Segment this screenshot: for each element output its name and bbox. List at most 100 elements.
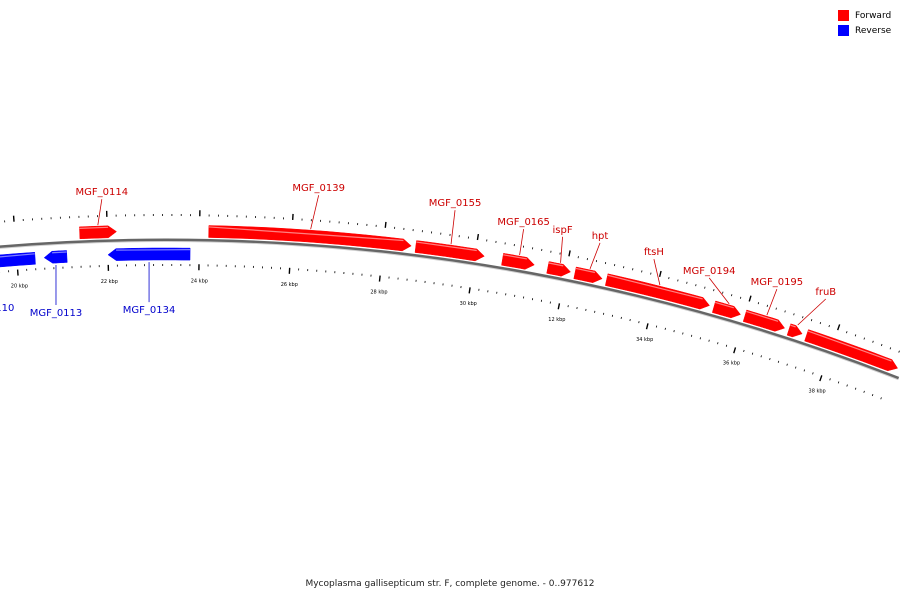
major-tick-bottom (733, 347, 737, 354)
major-tick-bottom (378, 275, 381, 282)
minor-tick-top (880, 343, 883, 347)
minor-tick-bottom (673, 330, 675, 333)
minor-tick-top (695, 284, 697, 287)
minor-tick-top (757, 302, 760, 305)
minor-tick-top (846, 331, 848, 334)
reverse-swatch (838, 25, 849, 36)
major-tick-bottom (557, 303, 561, 310)
forward-gene-arrow[interactable] (605, 273, 710, 310)
minor-tick-top (766, 304, 769, 307)
minor-tick-bottom (717, 342, 719, 345)
legend-item-reverse: Reverse (838, 23, 891, 38)
minor-tick-top (810, 319, 813, 322)
gene-label[interactable]: ftsH (644, 247, 664, 258)
gene-label[interactable]: MGF_0113 (30, 308, 83, 319)
minor-tick-bottom (854, 387, 857, 390)
forward-gene-arrow[interactable] (742, 309, 786, 332)
tick-label: 34 kbp (636, 337, 653, 343)
gene-leader-line (653, 259, 661, 286)
minor-tick-top (889, 347, 892, 350)
gene-leader-line (589, 242, 601, 270)
gene-label[interactable]: MGF_0195 (751, 277, 804, 288)
minor-tick-bottom (837, 381, 840, 384)
reverse-gene-arrow[interactable] (107, 247, 191, 261)
legend-item-forward: Forward (838, 8, 891, 23)
minor-tick-top (731, 294, 733, 297)
forward-gene-arrow[interactable] (573, 266, 603, 283)
minor-tick-bottom (664, 327, 666, 330)
minor-tick-top (775, 307, 777, 310)
genes-layer (0, 225, 898, 372)
minor-tick-bottom (863, 390, 865, 393)
gene-leader-line (766, 289, 778, 316)
gene-bevel (503, 254, 528, 260)
gene-label[interactable]: MGF_0165 (497, 217, 550, 228)
gene-bevel (416, 241, 477, 252)
legend-label-reverse: Reverse (855, 25, 892, 36)
minor-tick-top (872, 340, 874, 343)
reverse-gene-arrow[interactable] (43, 250, 68, 264)
minor-tick-top (713, 289, 715, 292)
gene-leader-line (797, 298, 827, 326)
minor-tick-bottom (812, 372, 814, 375)
gene-bevel (807, 330, 892, 362)
gene-label[interactable]: hpt (592, 231, 609, 242)
tick-label: 38 kbp (809, 389, 826, 395)
legend-label-forward: Forward (855, 10, 892, 21)
forward-gene-arrow[interactable] (501, 253, 535, 270)
minor-tick-top (686, 281, 688, 284)
minor-tick-top (854, 334, 857, 337)
tick-label: 20 kbp (11, 284, 28, 290)
gene-leader-line (450, 210, 456, 245)
gene-label[interactable]: MGF_0155 (429, 198, 482, 209)
minor-tick-top (793, 313, 795, 316)
major-tick-bottom (645, 323, 649, 330)
gene-bevel (575, 267, 596, 274)
genome-backbone (0, 238, 900, 380)
gene-bevel (607, 274, 703, 300)
minor-tick-top (704, 286, 706, 289)
minor-tick-bottom (880, 397, 882, 400)
gene-label[interactable]: MGF_0194 (683, 266, 736, 277)
major-tick-bottom (819, 375, 823, 382)
forward-gene-arrow[interactable] (804, 329, 898, 372)
gene-label[interactable]: MGF_0114 (76, 187, 129, 198)
minor-tick-bottom (708, 339, 710, 342)
forward-gene-arrow[interactable] (786, 323, 803, 338)
genome-caption: Mycoplasma gallisepticum str. F, complet… (305, 579, 595, 589)
gene-label[interactable]: fruB (815, 287, 836, 298)
minor-tick-bottom (682, 332, 684, 335)
minor-tick-top (722, 291, 724, 294)
forward-gene-arrow[interactable] (546, 261, 571, 277)
gene-label[interactable]: MGF_0134 (123, 305, 176, 316)
tick-label: 28 kbp (370, 289, 387, 295)
gene-bevel (548, 262, 564, 267)
forward-gene-arrow[interactable] (208, 225, 412, 252)
forward-gene-arrow[interactable] (79, 225, 117, 240)
tick-label: 22 kbp (101, 279, 118, 285)
gene-label[interactable]: ispF (553, 225, 573, 236)
genome-backbone-highlight (0, 241, 899, 381)
forward-gene-arrow[interactable] (414, 240, 485, 262)
gene-label[interactable]: MGF_0139 (292, 183, 345, 194)
minor-tick-bottom (769, 358, 771, 361)
minor-tick-bottom (803, 369, 806, 372)
gene-label[interactable]: MGF_0110 (0, 303, 14, 314)
minor-tick-top (739, 296, 742, 299)
minor-tick-bottom (725, 344, 728, 347)
forward-gene-arrow[interactable] (711, 300, 741, 319)
ticks-layer (0, 210, 900, 400)
gene-bevel (208, 226, 404, 242)
gene-bevel (746, 310, 779, 322)
minor-tick-bottom (743, 349, 745, 353)
minor-tick-bottom (795, 366, 797, 369)
legend: Forward Reverse (838, 8, 891, 38)
minor-tick-bottom (690, 334, 693, 337)
gene-bevel (0, 253, 35, 258)
gene-leader-line (708, 277, 730, 305)
minor-tick-top (784, 310, 786, 313)
minor-tick-top (677, 279, 679, 282)
minor-tick-bottom (786, 363, 788, 366)
